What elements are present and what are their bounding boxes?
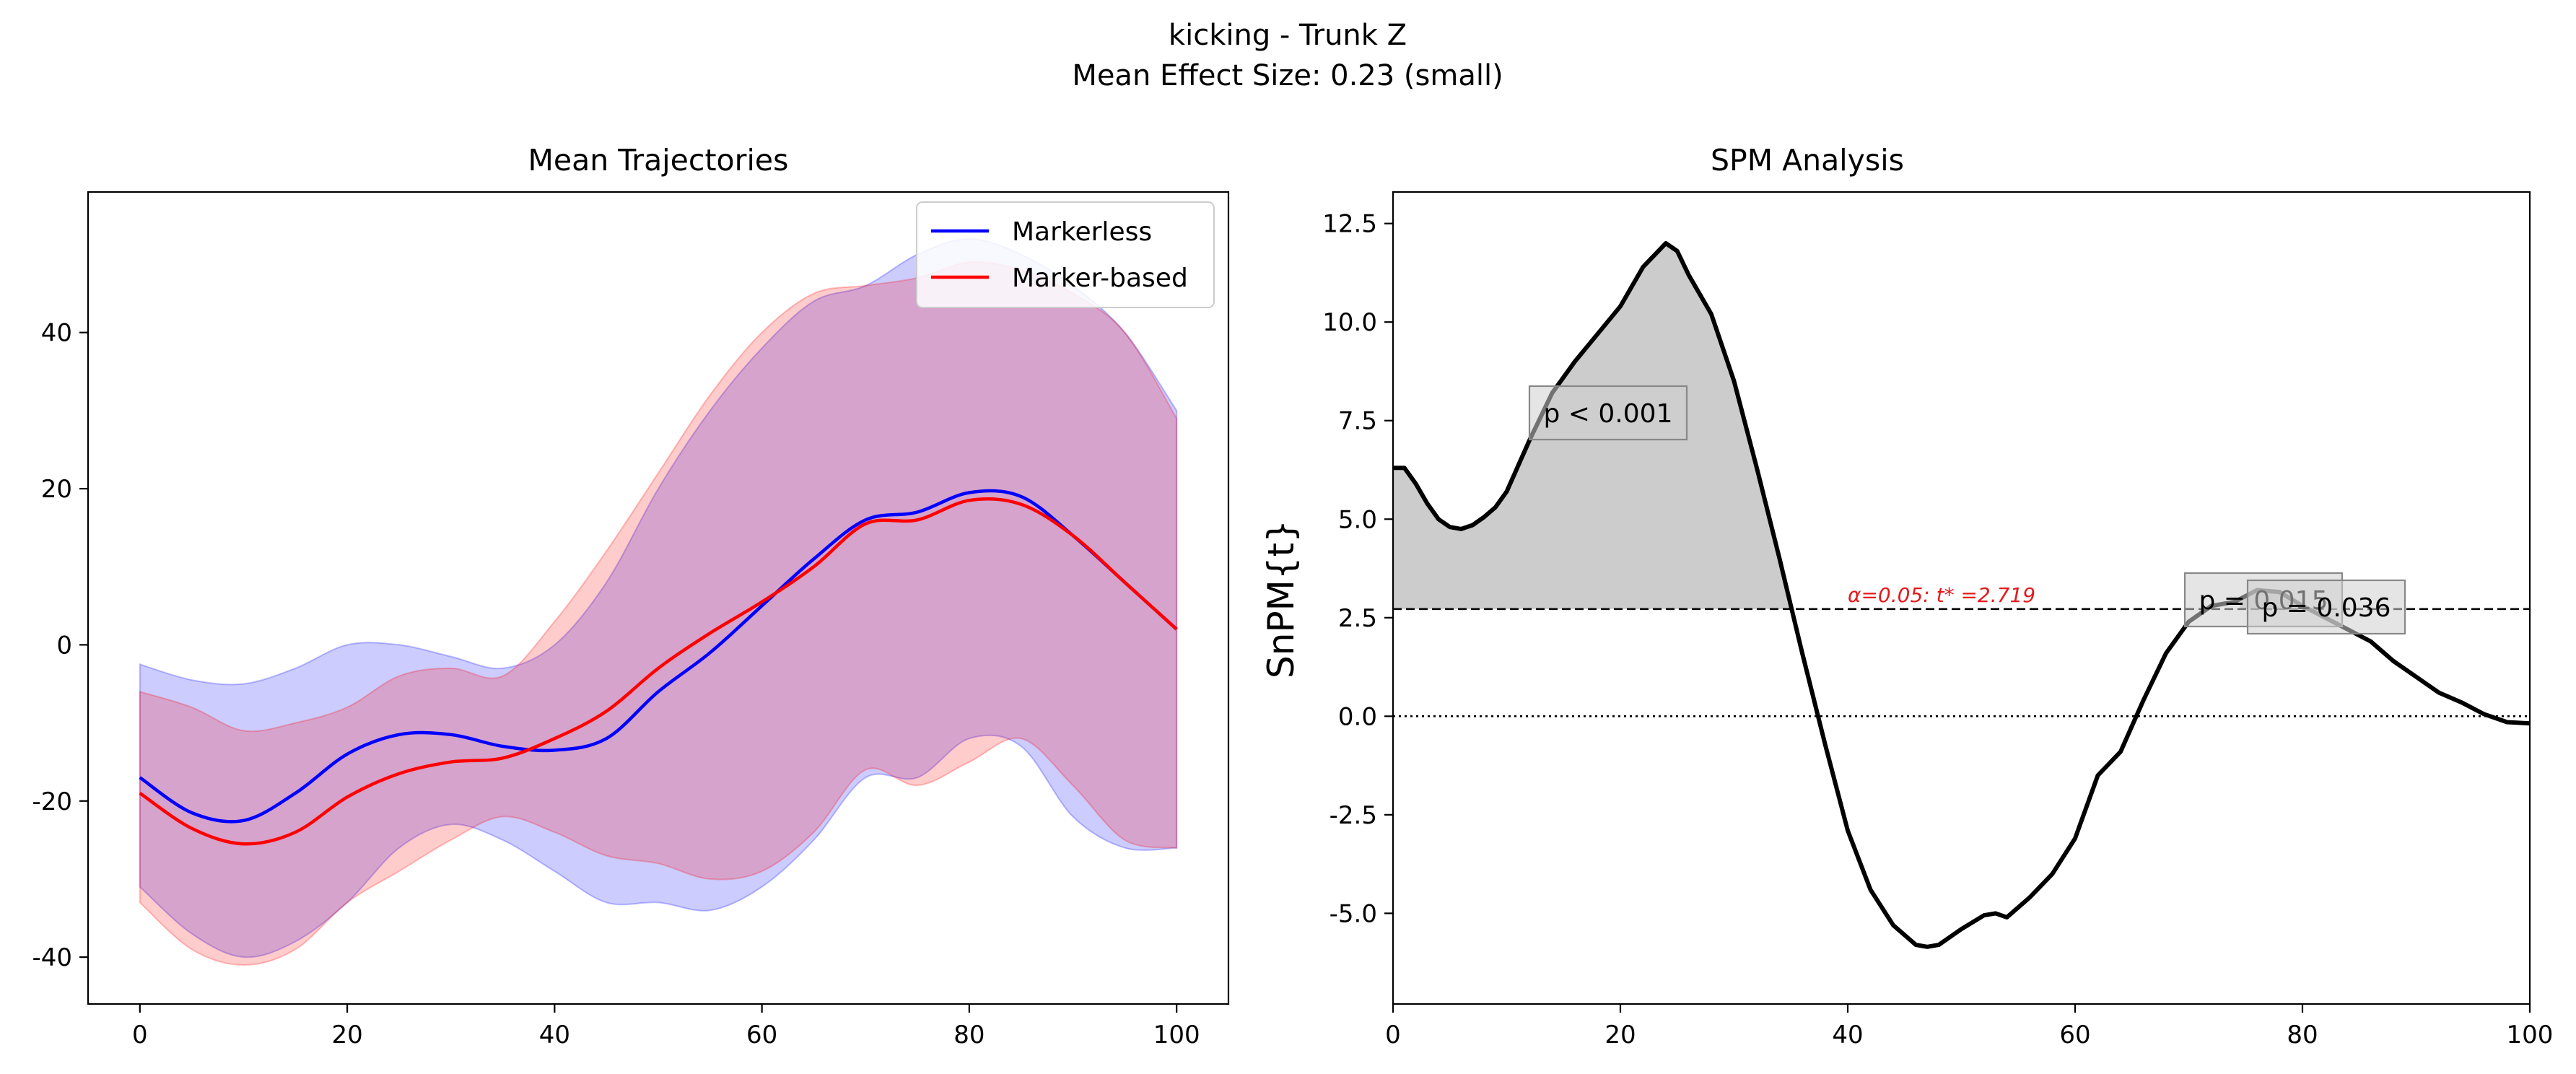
left-chart-title: Mean Trajectories (528, 143, 789, 178)
mean-lines (139, 489, 1178, 846)
legend-box (916, 201, 1215, 308)
left-y-tick-label: 0 (56, 631, 72, 660)
right-x-tick-label: 0 (1385, 1021, 1401, 1049)
threshold-label: α=0.05: t* =2.719 (1848, 583, 2035, 607)
cluster-annotation-3-box (2246, 579, 2406, 635)
right-y-tick-label: 12.5 (1322, 210, 1377, 239)
left-x-tick-label: 20 (331, 1021, 362, 1049)
legend: Markerless Marker-based (916, 201, 1215, 308)
sd-band-markerless (139, 237, 1178, 959)
mean-line-markerless (139, 489, 1178, 824)
mean-trajectories-chart: Mean Trajectories 0 20 40 60 80 100 -40 -20 0 20… (32, 143, 1230, 1049)
right-y-tick-label: 0.0 (1338, 702, 1377, 731)
right-y-tick-label: -2.5 (1330, 801, 1377, 830)
left-y-tick-label: 20 (41, 475, 72, 504)
right-x-tick-label: 100 (2507, 1021, 2554, 1049)
mean-line-marker-based (139, 497, 1178, 846)
left-y-tick-label: 40 (41, 319, 72, 348)
cluster-annotation-3: p = 0.036 (2246, 579, 2406, 635)
right-x-tick-label: 40 (1832, 1021, 1863, 1049)
right-y-tick-label: -5.0 (1330, 899, 1377, 928)
right-y-tick-label: 5.0 (1338, 505, 1377, 534)
left-x-tick-label: 80 (953, 1021, 984, 1049)
cluster-annotation-1: p < 0.001 (1528, 385, 1688, 441)
sd-band-marker-based (139, 261, 1178, 966)
left-x-tick-label: 0 (132, 1021, 148, 1049)
cluster-annotation-1-box (1528, 385, 1688, 441)
right-x-tick-label: 80 (2287, 1021, 2318, 1049)
left-y-ticks: -40 -20 0 20 40 (32, 319, 88, 972)
left-y-tick-label: -40 (32, 943, 72, 972)
left-x-tick-label: 100 (1153, 1021, 1200, 1049)
left-plot-frame (87, 191, 1230, 1005)
figure-subtitle: Mean Effect Size: 0.23 (small) (1072, 59, 1503, 92)
right-x-tick-label: 60 (2059, 1021, 2090, 1049)
right-chart-title: SPM Analysis (1711, 143, 1904, 178)
figure-title: kicking - Trunk Z (1169, 19, 1407, 52)
left-x-tick-label: 40 (539, 1021, 570, 1049)
right-plot-frame (1392, 191, 2531, 1005)
right-x-ticks: 0 20 40 60 80 100 (1385, 1004, 2553, 1049)
right-x-tick-label: 20 (1604, 1021, 1636, 1049)
right-y-ticks: -5.0 -2.5 0.0 2.5 5.0 7.5 10.0 12.5 (1322, 210, 1393, 928)
right-y-tick-label: 2.5 (1338, 604, 1377, 633)
right-y-tick-label: 7.5 (1338, 407, 1377, 436)
legend-label-markerless: Markerless (1012, 217, 1152, 247)
right-y-tick-label: 10.0 (1322, 308, 1377, 337)
cluster-annotation-1-text: p < 0.001 (1544, 399, 1673, 429)
left-y-tick-label: -20 (32, 787, 72, 816)
spm-analysis-chart: SPM Analysis α=0.05: t* =2.719 0 20 40 60 80… (1260, 143, 2553, 1049)
left-x-ticks: 0 20 40 60 80 100 (132, 1004, 1200, 1049)
sd-bands (139, 237, 1178, 966)
legend-label-marker-based: Marker-based (1012, 263, 1188, 293)
cluster-annotation-3-text: p = 0.036 (2262, 593, 2391, 623)
left-x-tick-label: 60 (746, 1021, 777, 1049)
right-y-axis-label: SnPM{t} (1260, 520, 1302, 678)
